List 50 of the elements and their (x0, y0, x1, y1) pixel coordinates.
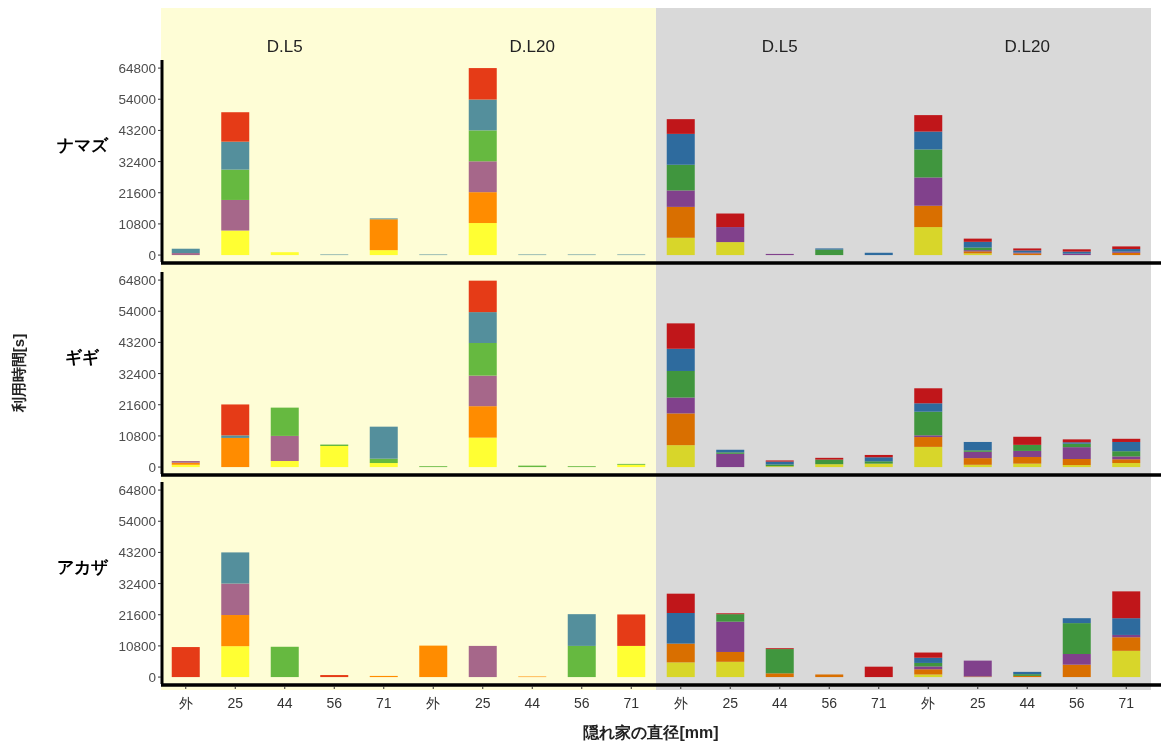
y-tick-label: 21600 (118, 185, 156, 201)
x-tick-label: 44 (771, 695, 788, 711)
x-tick-label: 44 (276, 695, 293, 711)
text: D.L5 (761, 37, 798, 56)
y-tick-label: 32400 (118, 576, 156, 592)
x-axis-title: 隠れ家の直径[mm] (583, 723, 719, 741)
x-tick-label: 25 (227, 695, 244, 711)
y-tick-label: 32400 (118, 154, 156, 170)
x-tick-label: 外 (673, 695, 688, 711)
x-tick-label: 25 (474, 695, 491, 711)
x-tick-label: 71 (375, 695, 392, 711)
y-tick-label: 21600 (118, 607, 156, 623)
x-tick-label: 56 (821, 695, 838, 711)
y-axis-title: 利用時間[s] (10, 333, 27, 414)
x-tick-label: 44 (1019, 695, 1036, 711)
text: ナマズ (56, 136, 109, 155)
x-tick-label: 56 (326, 695, 343, 711)
y-tick-label: 0 (148, 460, 156, 476)
x-tick-label: 71 (1118, 695, 1135, 711)
x-tick-label: 外 (921, 695, 936, 711)
x-tick-label: 56 (1068, 695, 1085, 711)
y-tick-label: 54000 (118, 92, 156, 108)
y-tick-label: 21600 (118, 397, 156, 413)
y-tick-label: 43200 (118, 545, 156, 561)
y-tick-label: 54000 (118, 304, 156, 320)
y-tick-label: 0 (148, 670, 156, 686)
y-tick-label: 43200 (118, 335, 156, 351)
y-tick-label: 32400 (118, 366, 156, 382)
y-tick-label: 64800 (118, 61, 156, 77)
y-tick-label: 10800 (118, 216, 156, 232)
x-tick-label: 25 (969, 695, 986, 711)
x-tick-label: 外 (426, 695, 441, 711)
x-tick-label: 71 (870, 695, 887, 711)
y-tick-label: 64800 (118, 483, 156, 499)
text: ギギ (65, 348, 100, 367)
x-tick-label: 44 (524, 695, 541, 711)
y-tick-label: 0 (148, 248, 156, 264)
text: D.L20 (1004, 37, 1050, 56)
x-tick-label: 56 (573, 695, 590, 711)
y-tick-label: 54000 (118, 514, 156, 530)
y-tick-label: 64800 (118, 273, 156, 289)
x-tick-label: 71 (623, 695, 640, 711)
y-tick-label: 10800 (118, 638, 156, 654)
x-tick-label: 外 (178, 695, 193, 711)
y-tick-label: 10800 (118, 428, 156, 444)
text: D.L5 (266, 37, 303, 56)
text: アカザ (56, 558, 109, 577)
y-tick-label: 43200 (118, 123, 156, 139)
text: D.L20 (509, 37, 555, 56)
x-tick-label: 25 (722, 695, 739, 711)
